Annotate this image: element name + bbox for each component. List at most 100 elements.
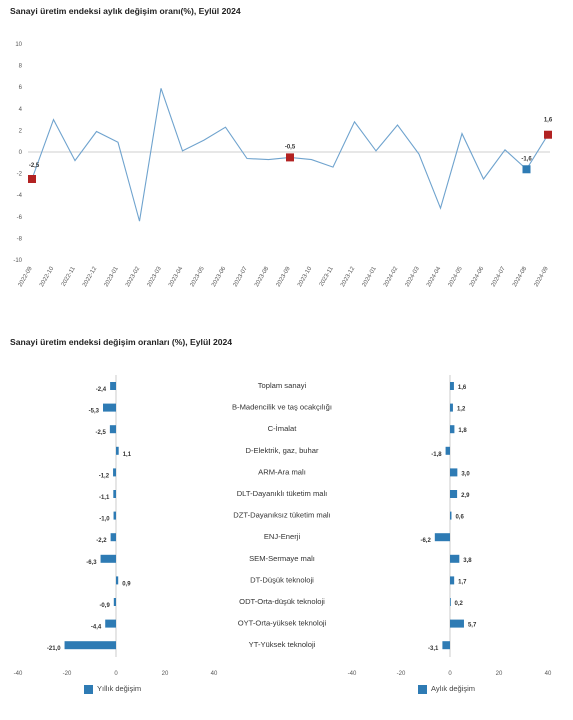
bar [445, 446, 450, 455]
bar-value-label: -1,1 [99, 495, 110, 501]
bar [105, 619, 116, 628]
y-tick-label: 6 [19, 85, 23, 91]
highlight-label: -2,5 [29, 163, 40, 169]
bar-value-label: -2,4 [96, 387, 107, 393]
bar [109, 425, 116, 434]
bar [110, 382, 116, 390]
bar-value-label: -6,3 [86, 560, 97, 566]
bar-value-label: 1,1 [123, 452, 132, 458]
bar [434, 533, 450, 542]
legend-yearly: Yıllık değişim [84, 684, 141, 694]
bar-value-label: -1,0 [99, 517, 110, 523]
bar [442, 641, 450, 650]
y-tick-label: -8 [17, 236, 23, 242]
bar [113, 468, 116, 477]
bar-value-label: -4,4 [91, 625, 102, 631]
bar [450, 619, 464, 628]
y-tick-label: -2 [17, 172, 23, 178]
y-tick-label: -6 [17, 215, 23, 221]
bar [450, 576, 455, 585]
y-tick-label: -4 [17, 193, 23, 199]
legend-monthly: Aylık değişim [418, 684, 475, 694]
x-tick-label: -20 [63, 671, 72, 677]
highlight-label: -0,5 [285, 144, 296, 150]
category-label: C-İmalat [268, 424, 298, 433]
highlight-label: -1,6 [521, 156, 532, 162]
category-label: DLT-Dayanıklı tüketim malı [237, 489, 328, 498]
category-label: SEM-Sermaye malı [249, 554, 315, 563]
bar [110, 533, 116, 542]
category-label: YT-Yüksek teknoloji [249, 640, 316, 649]
x-tick-label: 20 [162, 671, 169, 677]
category-label: OYT-Orta-yüksek teknoloji [238, 619, 327, 628]
legend-yearly-label: Yıllık değişim [97, 684, 142, 693]
category-label: DT-Düşük teknoloji [250, 575, 314, 584]
y-tick-label: -10 [13, 258, 22, 264]
bar [450, 403, 453, 412]
bar [113, 490, 116, 498]
bar [113, 511, 116, 520]
bar-value-label: 3,0 [461, 471, 470, 477]
bar-chart-title: Sanayi üretim endeksi değişim oranları (… [10, 337, 233, 347]
bar [450, 511, 452, 520]
x-tick-label: 0 [448, 671, 452, 677]
bar-value-label: -3,1 [428, 646, 439, 652]
bar [100, 554, 116, 563]
y-tick-label: 10 [15, 42, 22, 48]
category-label: DZT-Dayanıksız tüketim malı [233, 511, 330, 520]
bar-value-label: 3,8 [463, 558, 472, 564]
bar-value-label: 5,7 [468, 623, 477, 629]
bar-value-label: -6,2 [420, 538, 431, 544]
bar [450, 468, 458, 477]
category-label: Toplam sanayi [258, 381, 307, 390]
category-label: D-Elektrik, gaz, buhar [245, 446, 318, 455]
bar-value-label: 2,9 [461, 493, 470, 499]
bar [113, 598, 116, 606]
bar [116, 446, 119, 455]
bar [64, 641, 116, 650]
line-chart-title: Sanayi üretim endeksi aylık değişim oran… [10, 6, 241, 16]
x-tick-label: -40 [14, 671, 23, 677]
highlight-marker [544, 130, 552, 139]
y-tick-label: 0 [19, 150, 23, 156]
x-tick-label: 40 [211, 671, 218, 677]
highlight-marker [286, 153, 294, 162]
bar-value-label: -2,5 [96, 430, 107, 436]
bar [450, 425, 455, 434]
y-tick-label: 4 [19, 107, 23, 113]
highlight-label: 1,6 [544, 118, 553, 124]
legend-monthly-swatch [418, 684, 427, 694]
x-tick-label: 0 [114, 671, 118, 677]
bar-value-label: -2,2 [96, 538, 107, 544]
bar [450, 598, 451, 606]
category-label: ENJ-Enerji [264, 532, 301, 541]
x-tick-label: -40 [348, 671, 357, 677]
bar-value-label: -5,3 [89, 409, 100, 415]
bar [116, 576, 119, 585]
bar-value-label: -1,8 [431, 452, 442, 458]
highlight-marker [522, 165, 531, 174]
bar-value-label: -21,0 [47, 646, 61, 652]
category-label: B-Madencilik ve taş ocakçılığı [232, 403, 332, 412]
x-tick-label: 40 [545, 671, 552, 677]
bar-value-label: 1,8 [458, 428, 467, 434]
bar-value-label: 1,7 [458, 579, 467, 585]
category-label: ARM-Ara malı [258, 467, 306, 476]
bar [103, 403, 116, 412]
bar-value-label: -1,2 [99, 473, 110, 479]
bar-value-label: 0,6 [455, 515, 464, 521]
x-tick-label: 20 [496, 671, 503, 677]
bar-value-label: 0,9 [122, 581, 131, 587]
category-label: ODT-Orta-düşük teknoloji [239, 597, 325, 606]
bar-value-label: -0,9 [99, 603, 110, 609]
bar [450, 382, 454, 390]
highlight-marker [28, 175, 36, 183]
y-tick-label: 8 [19, 64, 23, 70]
bar-value-label: 0,2 [454, 601, 463, 607]
legend-yearly-swatch [84, 684, 93, 694]
bar-value-label: 1,2 [457, 407, 466, 413]
y-tick-label: 2 [19, 128, 23, 134]
bar [450, 490, 458, 498]
